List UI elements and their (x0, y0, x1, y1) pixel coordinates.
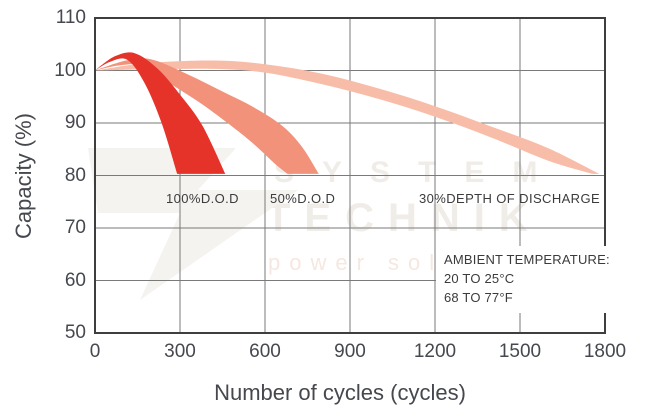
plot-frame (94, 17, 606, 334)
band-50-d-o-d (95, 58, 319, 174)
band-100-d-o-d (95, 52, 226, 174)
band-30-depth-of-discharge (95, 60, 600, 174)
watermark-technik: TECHNIK (266, 196, 542, 240)
watermark-logo-icon (88, 148, 298, 300)
